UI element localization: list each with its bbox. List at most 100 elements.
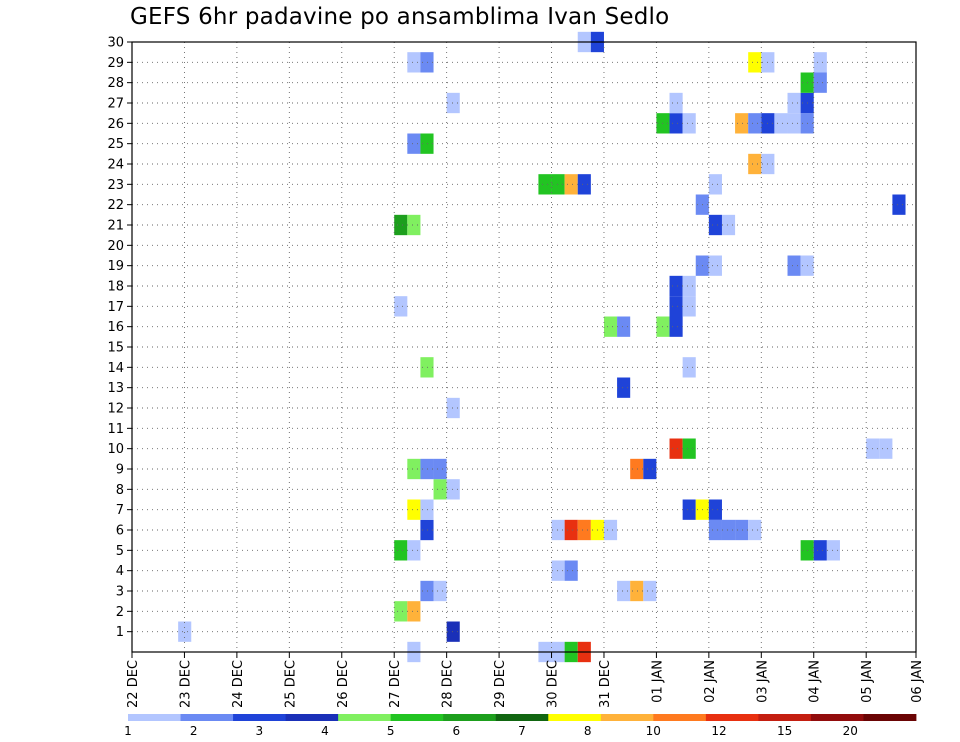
x-tick-label: 01 JAN bbox=[650, 660, 665, 703]
precip-cell bbox=[551, 560, 565, 581]
x-tick-label: 24 DEC bbox=[231, 660, 246, 708]
precip-cell bbox=[564, 560, 578, 581]
precip-cell bbox=[774, 113, 788, 134]
y-tick-label: 16 bbox=[107, 320, 124, 335]
precip-cell bbox=[669, 438, 683, 459]
colorbar-label: 20 bbox=[843, 724, 858, 738]
y-tick-label: 17 bbox=[107, 300, 124, 315]
y-tick-label: 10 bbox=[107, 442, 124, 457]
precip-cell bbox=[669, 316, 683, 337]
colorbar-label: 7 bbox=[518, 724, 526, 738]
colorbar-swatch bbox=[285, 714, 339, 721]
precip-cell bbox=[603, 519, 618, 541]
precip-cell bbox=[394, 540, 408, 561]
y-tick-label: 27 bbox=[107, 97, 124, 112]
precip-cell bbox=[538, 174, 552, 195]
y-tick-label: 19 bbox=[107, 259, 124, 274]
precip-cell bbox=[787, 255, 801, 276]
y-tick-label: 3 bbox=[116, 585, 124, 600]
y-tick-label: 6 bbox=[116, 524, 124, 539]
x-tick-label: 29 DEC bbox=[493, 660, 508, 708]
precip-cell bbox=[708, 255, 722, 276]
precip-cell bbox=[407, 499, 421, 520]
y-tick-label: 21 bbox=[107, 219, 124, 234]
x-tick-label: 31 DEC bbox=[598, 660, 613, 708]
precip-cell bbox=[682, 438, 696, 459]
precip-cell bbox=[407, 214, 421, 236]
colorbar-swatch bbox=[443, 714, 497, 721]
precip-cell bbox=[813, 72, 827, 93]
x-tick-label: 28 DEC bbox=[441, 660, 456, 708]
y-tick-label: 18 bbox=[107, 280, 124, 295]
precip-cell bbox=[564, 174, 578, 195]
precip-cell bbox=[577, 519, 591, 541]
y-tick-label: 28 bbox=[107, 76, 124, 91]
chart-title: GEFS 6hr padavine po ansamblima Ivan Sed… bbox=[130, 4, 670, 30]
y-tick-label: 7 bbox=[116, 503, 124, 518]
y-tick-label: 15 bbox=[107, 341, 124, 356]
precip-cell bbox=[446, 621, 460, 642]
y-axis: 1234567891011121314151617181920212223242… bbox=[107, 36, 132, 640]
colorbar-label: 2 bbox=[190, 724, 198, 738]
precip-cell bbox=[407, 601, 421, 622]
precip-cell bbox=[420, 52, 434, 73]
y-tick-label: 29 bbox=[107, 56, 124, 71]
x-tick-label: 27 DEC bbox=[388, 660, 403, 708]
y-tick-label: 9 bbox=[116, 463, 124, 478]
y-tick-label: 4 bbox=[116, 564, 124, 579]
y-tick-label: 13 bbox=[107, 381, 124, 396]
precip-cell bbox=[420, 133, 434, 154]
x-tick-label: 05 JAN bbox=[860, 660, 875, 703]
precip-cell bbox=[630, 458, 644, 480]
precip-cell bbox=[420, 519, 434, 541]
precip-cell bbox=[617, 580, 631, 602]
x-tick-label: 06 JAN bbox=[910, 660, 925, 703]
precip-cell bbox=[433, 479, 447, 500]
precip-cell bbox=[394, 296, 408, 317]
precip-cell bbox=[682, 113, 696, 134]
precip-cell bbox=[682, 357, 696, 378]
colorbar-swatch bbox=[653, 714, 707, 721]
precip-cell bbox=[813, 540, 827, 561]
x-tick-label: 02 JAN bbox=[703, 660, 718, 703]
precip-cell bbox=[708, 499, 722, 520]
precip-cell bbox=[682, 275, 696, 297]
colorbar-swatch bbox=[495, 714, 549, 721]
precip-cell bbox=[433, 580, 447, 602]
precip-cell bbox=[735, 113, 749, 134]
colorbar-label: 5 bbox=[387, 724, 395, 738]
precip-cell bbox=[617, 316, 631, 337]
precip-cell bbox=[748, 519, 762, 541]
y-tick-label: 23 bbox=[107, 178, 124, 193]
y-tick-label: 24 bbox=[107, 158, 124, 173]
x-tick-label: 26 DEC bbox=[336, 660, 351, 708]
y-tick-label: 8 bbox=[116, 483, 124, 498]
colorbar-label: 10 bbox=[646, 724, 661, 738]
precip-cell bbox=[420, 458, 434, 480]
precip-cell bbox=[407, 540, 421, 561]
y-tick-label: 25 bbox=[107, 137, 124, 152]
precip-cell bbox=[748, 153, 762, 175]
precip-cell bbox=[446, 92, 460, 114]
precip-cell bbox=[748, 52, 762, 73]
colorbar-label: 1 bbox=[124, 724, 132, 738]
precip-cell bbox=[892, 194, 906, 215]
y-tick-label: 1 bbox=[116, 625, 124, 640]
precip-cell bbox=[669, 296, 683, 317]
precip-cell bbox=[708, 174, 722, 195]
precip-cell bbox=[420, 499, 434, 520]
x-tick-label: 23 DEC bbox=[178, 660, 193, 708]
x-axis: 22 DEC 23 DEC 24 DEC 25 DEC 26 DEC 27 DEC 28 D… bbox=[126, 652, 925, 708]
precip-cell bbox=[617, 377, 631, 398]
precip-cell bbox=[735, 519, 749, 541]
colorbar-swatch bbox=[548, 714, 602, 721]
precip-cell bbox=[564, 519, 578, 541]
colorbar-label: 15 bbox=[777, 724, 792, 738]
precip-cell bbox=[420, 580, 434, 602]
precip-cell bbox=[394, 601, 408, 622]
colorbar-swatch bbox=[705, 714, 759, 721]
precip-cell bbox=[446, 397, 460, 419]
y-tick-label: 30 bbox=[107, 36, 124, 51]
precip-cell bbox=[433, 458, 447, 480]
